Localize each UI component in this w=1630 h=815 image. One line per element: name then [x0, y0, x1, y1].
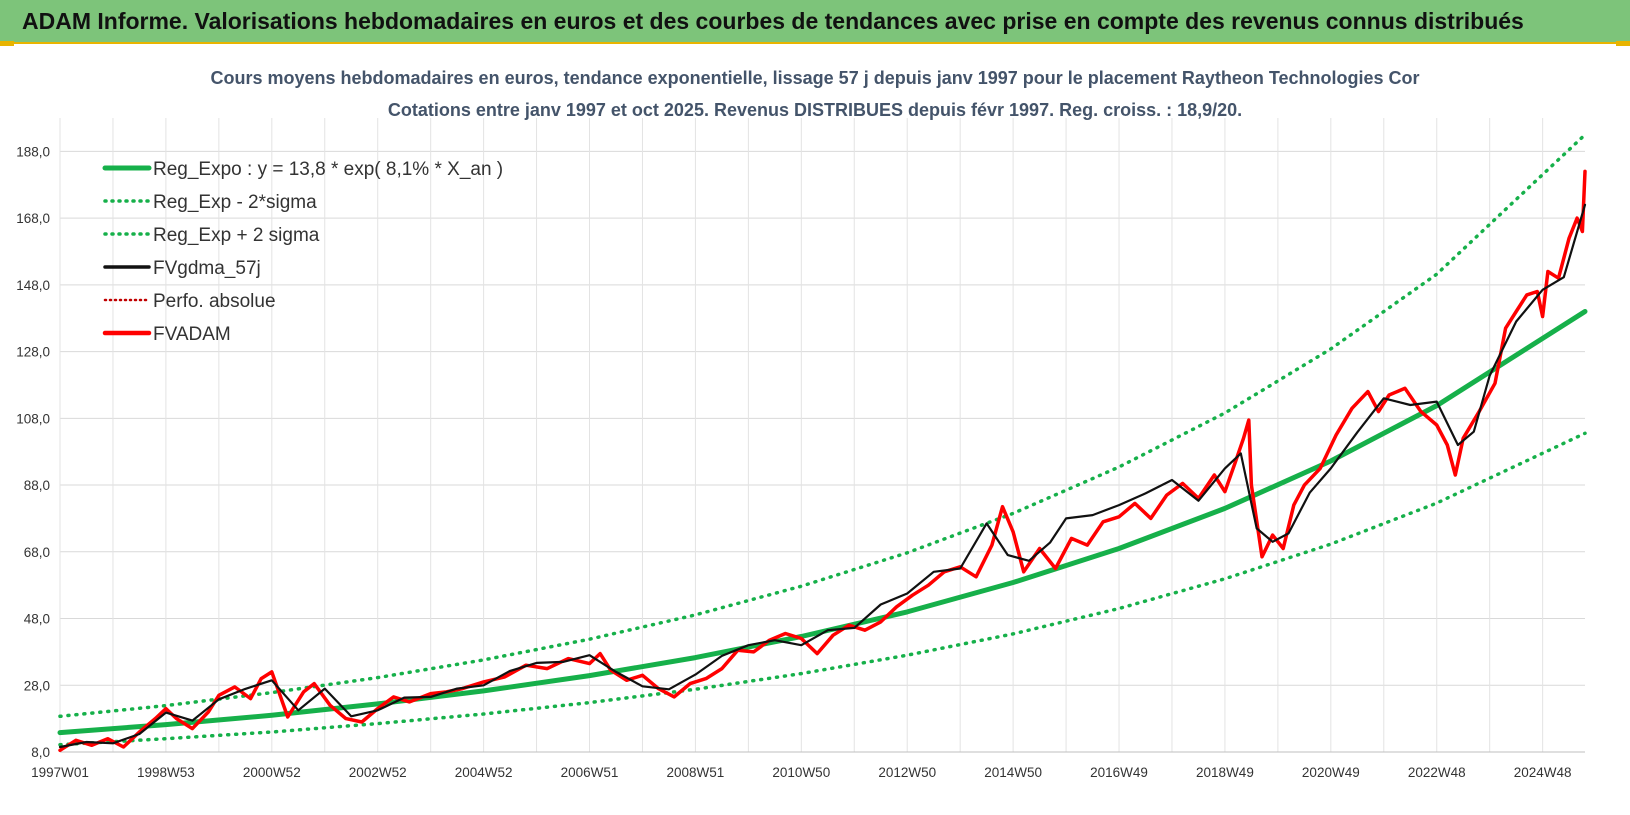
- x-tick-label: 2022W48: [1408, 765, 1466, 780]
- x-tick-label: 1998W53: [137, 765, 195, 780]
- x-tick-label: 2004W52: [455, 765, 513, 780]
- x-axis-ticks: 1997W01 1998W53 2000W52 2002W52 2004W52 2006W…: [31, 765, 1571, 780]
- legend-label: FVgdma_57j: [153, 258, 261, 279]
- y-tick-label: 168,0: [16, 211, 50, 226]
- chart-subtitle: Cotations entre janv 1997 et oct 2025. R…: [387, 100, 1243, 120]
- x-tick-label: 2016W49: [1090, 765, 1148, 780]
- y-tick-label: 48,0: [24, 612, 50, 627]
- x-tick-label: 2008W51: [667, 765, 725, 780]
- chart-grid: [59, 118, 1585, 753]
- chart-legend: Reg_Expo : y = 13,8 * exp( 8,1% * X_an )…: [102, 159, 503, 345]
- fvgdma-57j-line: [58, 203, 1587, 749]
- legend-label: FVADAM: [153, 324, 231, 345]
- x-tick-label: 2010W50: [772, 765, 830, 780]
- x-tick-label: 2020W49: [1302, 765, 1360, 780]
- y-axis-ticks: 8,0 28,0 48,0 68,0 88,0 108,0 128,0 148,0 168,0 1…: [16, 144, 50, 760]
- x-tick-label: 2000W52: [243, 765, 301, 780]
- x-tick-label: 2018W49: [1196, 765, 1254, 780]
- corner-marker-right: [1616, 41, 1630, 46]
- y-tick-label: 128,0: [16, 345, 50, 360]
- x-tick-label: 2012W50: [878, 765, 936, 780]
- y-tick-label: 68,0: [24, 545, 50, 560]
- legend-label: Reg_Exp + 2 sigma: [153, 225, 320, 246]
- reg-exp-minus-2sigma-line: [58, 431, 1587, 747]
- legend-label: Perfo. absolue: [153, 291, 276, 312]
- x-tick-label: 1997W01: [31, 765, 89, 780]
- y-tick-label: 28,0: [24, 678, 50, 693]
- chart-title: Cours moyens hebdomadaires en euros, ten…: [210, 68, 1420, 88]
- y-tick-label: 148,0: [16, 278, 50, 293]
- legend-label: Reg_Expo : y = 13,8 * exp( 8,1% * X_an ): [153, 159, 503, 180]
- fvadam-line: [58, 169, 1587, 753]
- y-tick-label: 188,0: [16, 144, 50, 159]
- report-header: ADAM Informe. Valorisations hebdomadaire…: [0, 0, 1630, 44]
- reg-expo-line: [57, 309, 1588, 736]
- x-tick-label: 2006W51: [561, 765, 619, 780]
- series-layer: [57, 132, 1588, 753]
- y-tick-label: 88,0: [24, 478, 50, 493]
- report-title: ADAM Informe. Valorisations hebdomadaire…: [22, 8, 1524, 34]
- y-tick-label: 8,0: [31, 745, 50, 760]
- x-tick-label: 2024W48: [1514, 765, 1572, 780]
- x-tick-label: 2002W52: [349, 765, 407, 780]
- x-tick-label: 2014W50: [984, 765, 1042, 780]
- y-tick-label: 108,0: [16, 411, 50, 426]
- corner-marker-left: [0, 41, 14, 46]
- legend-label: Reg_Exp - 2*sigma: [153, 192, 317, 213]
